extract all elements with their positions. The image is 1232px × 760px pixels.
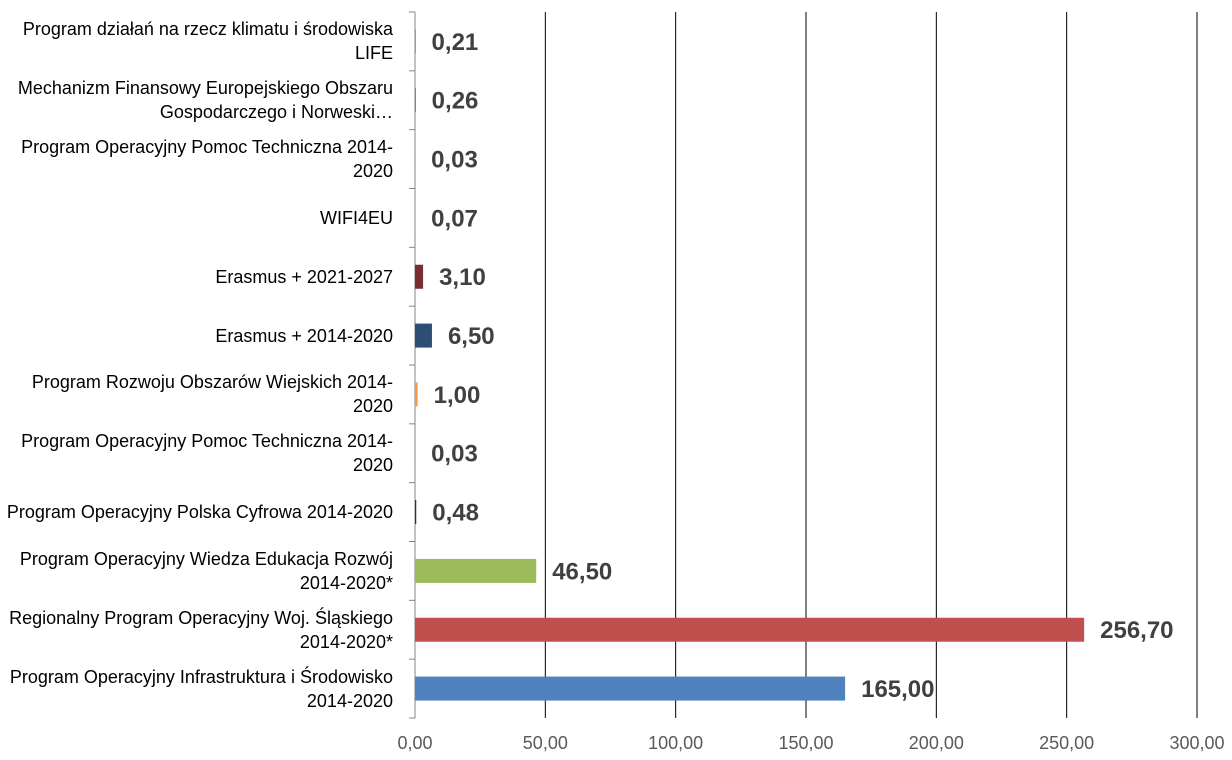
x-tick-label: 250,00 [1039,733,1094,753]
y-tick-label: Regionalny Program Operacyjny Woj. Śląsk… [9,607,393,652]
bar [415,29,416,54]
y-tick-label: Program Operacyjny Pomoc Techniczna 2014… [21,137,393,182]
x-tick-label: 300,00 [1169,733,1224,753]
data-label: 165,00 [861,676,934,703]
x-tick-label: 50,00 [523,733,568,753]
x-tick-label: 150,00 [778,733,833,753]
bar [415,617,1085,642]
bar [415,382,418,407]
x-tick-label: 0,00 [397,733,432,753]
y-tick-label: Program Operacyjny Wiedza Edukacja Rozwó… [19,548,393,593]
y-tick-label: Program działań na rzecz klimatu i środo… [22,19,393,64]
data-label: 0,07 [431,205,478,232]
y-tick-label: Program Operacyjny Pomoc Techniczna 2014… [21,431,393,476]
bar [415,500,417,525]
y-tick-label: Mechanizm Finansowy Europejskiego Obszar… [17,78,393,123]
data-label: 3,10 [439,264,486,291]
x-tick-label: 200,00 [909,733,964,753]
data-label: 0,21 [432,29,479,56]
data-label: 6,50 [448,323,495,350]
y-tick-label: Erasmus + 2014-2020 [215,325,393,346]
data-label: 0,03 [431,441,478,468]
bar [415,264,424,289]
data-label: 0,26 [432,88,479,115]
bar [415,323,432,348]
y-tick-label: Erasmus + 2021-2027 [215,266,393,287]
x-tick-label: 100,00 [648,733,703,753]
data-label: 0,48 [432,499,479,526]
data-label: 256,70 [1100,617,1173,644]
y-tick-label: Program Rozwoju Obszarów Wiejskich 2014-… [31,372,393,417]
data-label: 46,50 [552,558,612,585]
y-tick-label: Program Operacyjny Polska Cyfrowa 2014-2… [6,502,393,523]
y-tick-label: WIFI4EU [319,207,393,228]
y-tick-label: Program Operacyjny Infrastruktura i Środ… [9,666,393,711]
bar [415,88,416,113]
data-label: 0,03 [431,146,478,173]
bar [415,558,537,583]
bar [415,676,846,701]
data-label: 1,00 [434,382,481,409]
